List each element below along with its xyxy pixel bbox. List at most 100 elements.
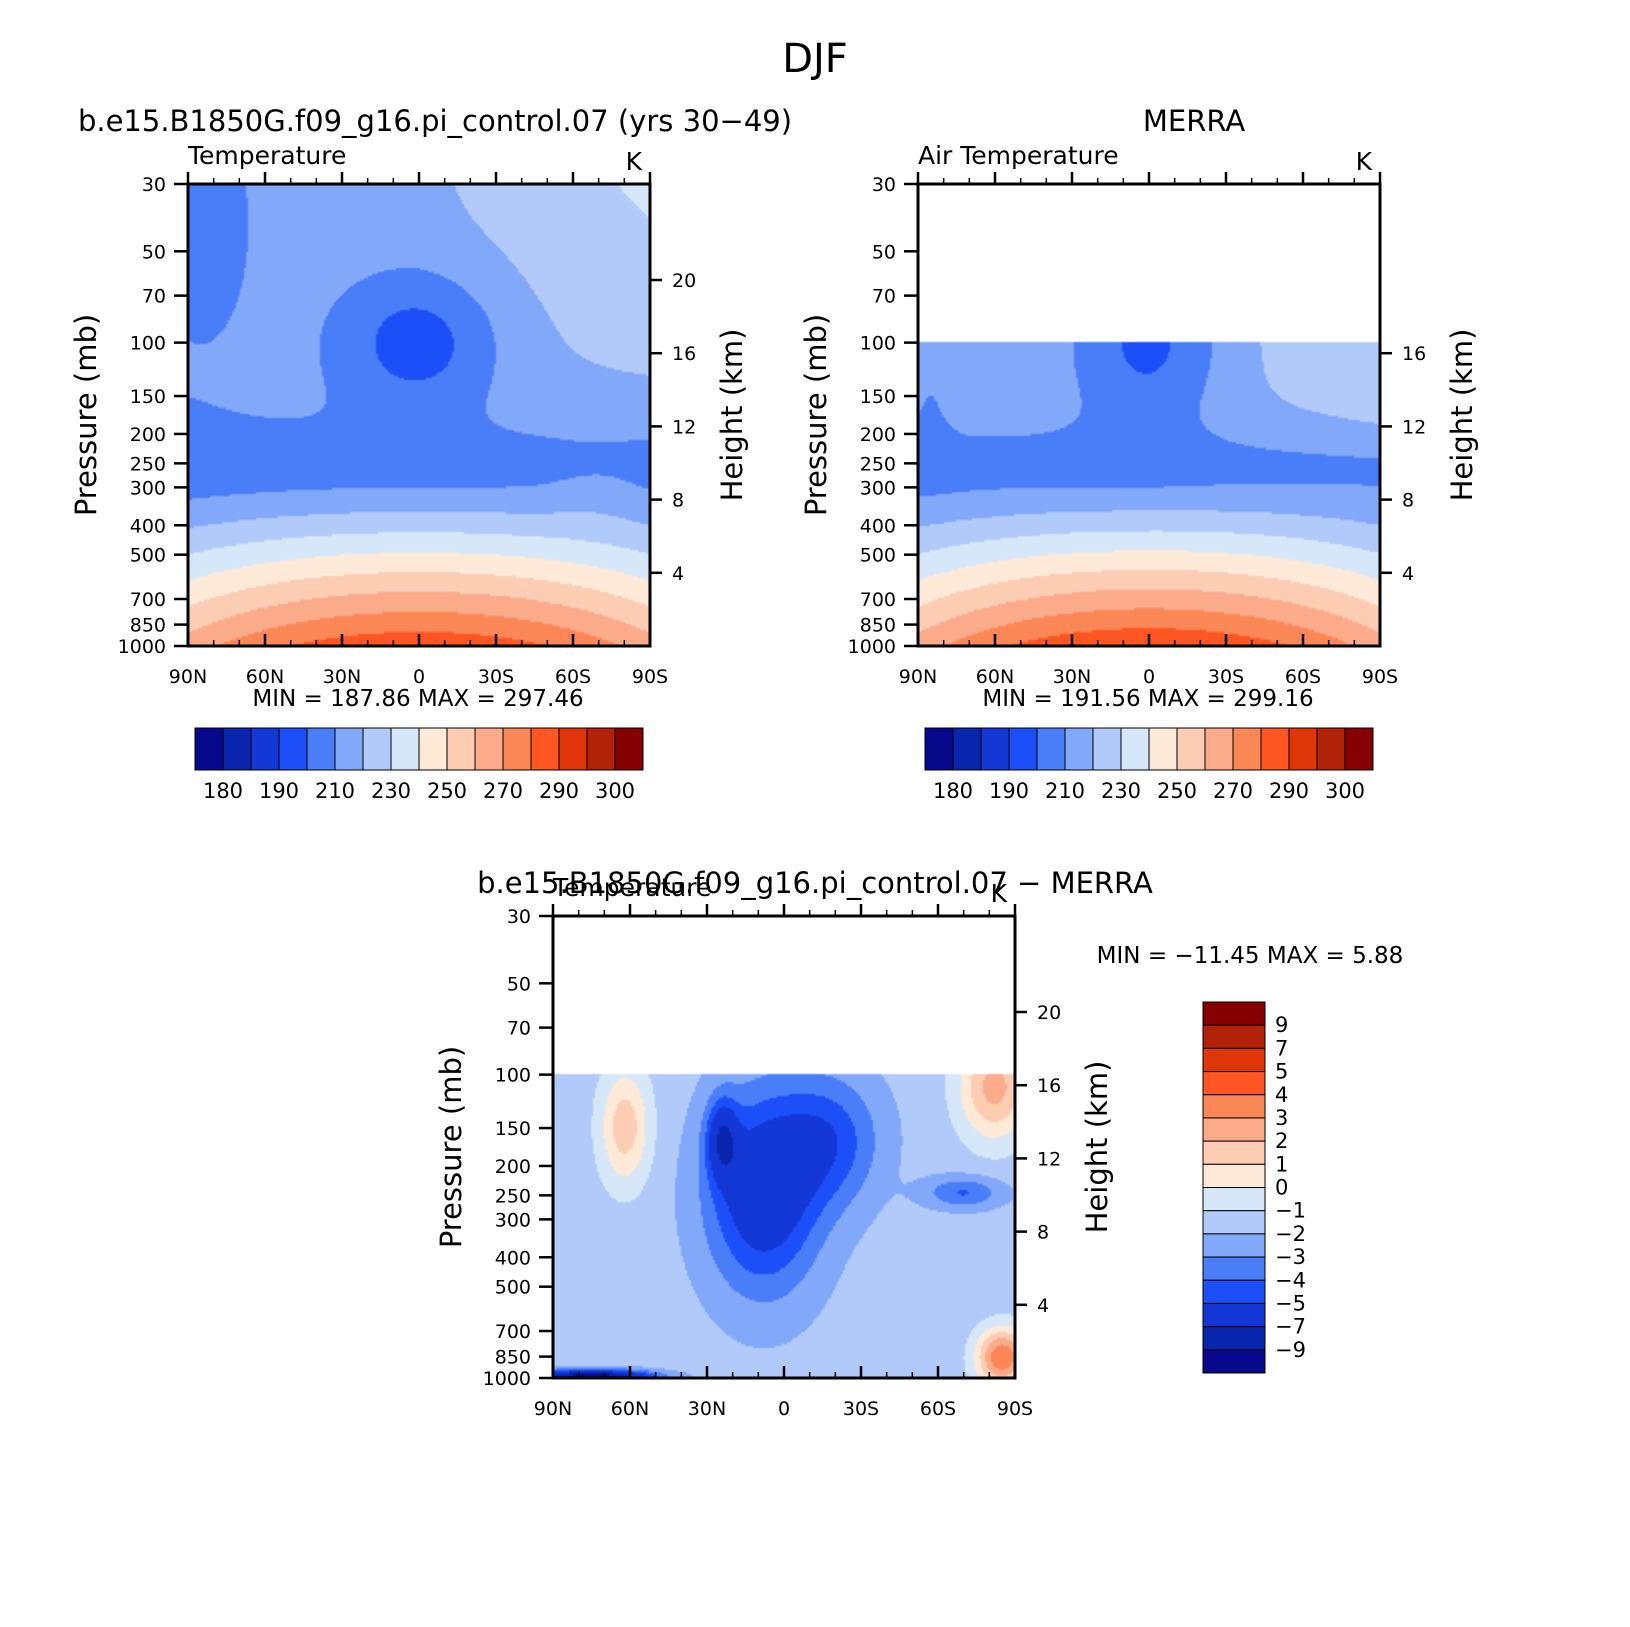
colorbar-box <box>418 727 448 771</box>
colorbar-label: 180 <box>933 779 973 803</box>
y-tick-label: 1000 <box>848 636 896 658</box>
colorbar-box <box>1008 727 1038 771</box>
y-tick-label: 70 <box>507 1018 531 1040</box>
y-tick-label: 70 <box>872 286 896 308</box>
colorbar-label: 0 <box>1275 1176 1288 1200</box>
y-tick-label: 500 <box>860 545 896 567</box>
y-tick-label: 850 <box>860 615 896 637</box>
colorbar-box <box>1176 727 1206 771</box>
height-tick-label: 8 <box>1037 1222 1049 1244</box>
colorbar-box <box>502 727 532 771</box>
colorbar-label: −2 <box>1275 1222 1306 1246</box>
x-tick-label: 90N <box>534 1398 572 1420</box>
height-tick-label: 12 <box>1402 416 1426 438</box>
colorbar-box <box>980 727 1010 771</box>
x-tick-label: 90S <box>1362 666 1398 688</box>
colorbar-label: 2 <box>1275 1129 1288 1153</box>
colorbar-box <box>614 727 644 771</box>
colorbar-box <box>586 727 616 771</box>
y-tick-label: 700 <box>495 1321 531 1343</box>
x-tick-label: 90N <box>899 666 937 688</box>
difference-panel-title: b.e15.B1850G.f09_g16.pi_control.07 − MER… <box>477 866 1153 900</box>
colorbar-box <box>1202 1349 1266 1374</box>
colorbar-box <box>390 727 420 771</box>
colorbar-label: 190 <box>259 779 299 803</box>
colorbar-box <box>1344 727 1374 771</box>
x-tick-label: 90S <box>632 666 668 688</box>
colorbar-label: 270 <box>483 779 523 803</box>
y-tick-label: 50 <box>142 241 166 263</box>
x-tick-label: 30S <box>843 1398 879 1420</box>
y-tick-label: 50 <box>507 973 531 995</box>
height-tick-label: 8 <box>1402 490 1414 512</box>
variable-label: Air Temperature <box>918 141 1119 170</box>
colorbar-box <box>1202 1233 1266 1258</box>
colorbar-label: 4 <box>1275 1083 1288 1107</box>
min-max-stats: MIN = 191.56 MAX = 299.16 <box>982 686 1313 712</box>
y-tick-label: 50 <box>872 241 896 263</box>
colorbar-box <box>1202 1163 1266 1188</box>
colorbar-label: 180 <box>203 779 243 803</box>
colorbar-label: −9 <box>1275 1338 1306 1362</box>
colorbar-box <box>306 727 336 771</box>
colorbar-box <box>334 727 364 771</box>
colorbar-box <box>474 727 504 771</box>
y-tick-label: 150 <box>860 386 896 408</box>
x-tick-label: 0 <box>1143 666 1155 688</box>
colorbar-box <box>1204 727 1234 771</box>
y-axis-title: Pressure (mb) <box>69 314 103 516</box>
x-tick-label: 30S <box>1208 666 1244 688</box>
y-tick-label: 850 <box>130 615 166 637</box>
contour-fill-diff <box>553 916 1015 1378</box>
colorbar-box <box>558 727 588 771</box>
x-tick-label: 90N <box>169 666 207 688</box>
colorbar-box <box>1064 727 1094 771</box>
colorbar-box <box>1202 1094 1266 1119</box>
colorbar-label: 210 <box>315 779 355 803</box>
colorbar-label: 250 <box>1157 779 1197 803</box>
height-tick-label: 12 <box>672 416 696 438</box>
colorbar-label: 5 <box>1275 1060 1288 1084</box>
colorbar-box <box>1202 1256 1266 1281</box>
colorbar-label: 9 <box>1275 1013 1288 1037</box>
y-tick-label: 200 <box>860 424 896 446</box>
colorbar-box <box>194 727 224 771</box>
y-tick-label: 500 <box>130 545 166 567</box>
colorbar-box <box>1202 1187 1266 1212</box>
colorbar-box <box>1202 1001 1266 1026</box>
x-tick-label: 60N <box>611 1398 649 1420</box>
height-tick-label: 4 <box>1037 1295 1049 1317</box>
figure-title: DJF <box>782 36 848 82</box>
y-tick-label: 300 <box>495 1209 531 1231</box>
x-tick-label: 30N <box>1053 666 1091 688</box>
units-label: K <box>1356 147 1373 176</box>
colorbar-box <box>1202 1071 1266 1096</box>
y-tick-label: 400 <box>860 515 896 537</box>
y-tick-label: 700 <box>130 589 166 611</box>
colorbar-box <box>1202 1117 1266 1142</box>
y-tick-label: 100 <box>130 333 166 355</box>
y-tick-label: 30 <box>142 174 166 196</box>
y-tick-label: 250 <box>495 1185 531 1207</box>
x-tick-label: 60N <box>976 666 1014 688</box>
y-tick-label: 500 <box>495 1277 531 1299</box>
colorbar-box <box>1092 727 1122 771</box>
colorbar-label: 210 <box>1045 779 1085 803</box>
colorbar-box <box>924 727 954 771</box>
height-tick-label: 16 <box>1037 1075 1061 1097</box>
colorbar-label: 290 <box>1269 779 1309 803</box>
y-tick-label: 850 <box>495 1347 531 1369</box>
colorbar-label: 300 <box>595 779 635 803</box>
y-tick-label: 200 <box>130 424 166 446</box>
colorbar-label: 300 <box>1325 779 1365 803</box>
contour-fill-obs <box>918 184 1380 646</box>
y-tick-label: 100 <box>860 333 896 355</box>
y-tick-label: 30 <box>872 174 896 196</box>
x-tick-label: 90S <box>997 1398 1033 1420</box>
colorbar-label: 250 <box>427 779 467 803</box>
colorbar-label: −7 <box>1275 1315 1306 1339</box>
height-tick-label: 8 <box>672 490 684 512</box>
y-tick-label: 700 <box>860 589 896 611</box>
colorbar-box <box>362 727 392 771</box>
y-tick-label: 400 <box>130 515 166 537</box>
